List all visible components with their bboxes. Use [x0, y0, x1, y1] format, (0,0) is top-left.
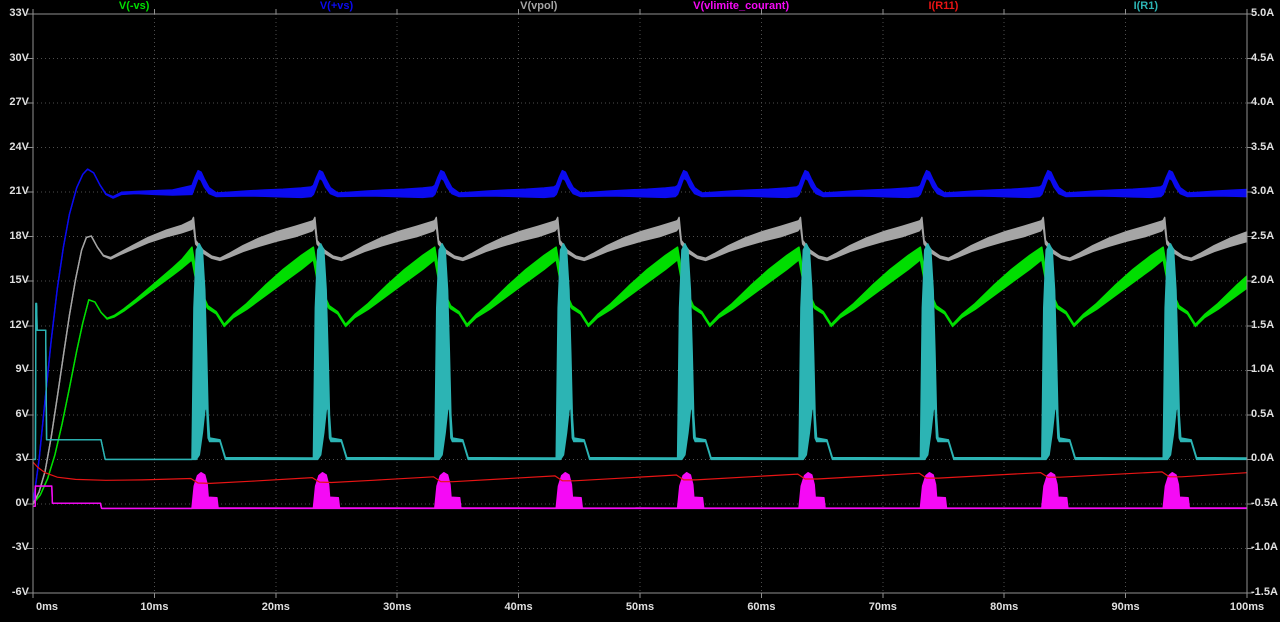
y-left-tick--3V[interactable]: -3V: [11, 541, 29, 554]
trace-v-vlimite-courant[interactable]: [33, 472, 1247, 510]
y-right-tick-2.0A[interactable]: 2.0A: [1251, 274, 1275, 287]
trace-v-vs[interactable]: [33, 168, 1247, 504]
x-tick-80ms[interactable]: 80ms: [990, 601, 1019, 613]
y-right-tick-0.5A[interactable]: 0.5A: [1251, 407, 1275, 420]
grid-lines: [33, 14, 1247, 593]
trace-i-r1[interactable]: [33, 243, 1247, 461]
legend-label-v-vpol[interactable]: V(vpol): [520, 0, 558, 12]
y-right-tick-1.0A[interactable]: 1.0A: [1251, 363, 1275, 376]
plot-border: [27, 9, 1253, 598]
y-right-tick--1.5A[interactable]: -1.5A: [1251, 586, 1278, 598]
y-right-tick--0.5A[interactable]: -0.5A: [1251, 496, 1278, 509]
x-tick-90ms[interactable]: 90ms: [1111, 601, 1140, 613]
y-right-tick-0.0A[interactable]: 0.0A: [1251, 452, 1275, 465]
x-tick-0ms[interactable]: 0ms: [36, 601, 59, 613]
x-tick-30ms[interactable]: 30ms: [383, 601, 412, 613]
y-left-tick-9V[interactable]: 9V: [15, 363, 29, 376]
x-tick-20ms[interactable]: 20ms: [261, 601, 290, 613]
y-right-tick-5.0A[interactable]: 5.0A: [1251, 7, 1275, 19]
trace-legend: V(-vs) V(+vs) V(vpol) V(vlimite_courant) I(R…: [33, 0, 1247, 14]
legend-label-i-r1[interactable]: I(R1): [1133, 0, 1159, 12]
x-tick-60ms[interactable]: 60ms: [747, 601, 776, 613]
legend-label-i-r11[interactable]: I(R11): [928, 0, 959, 12]
y-left-tick-24V[interactable]: 24V: [9, 140, 29, 153]
x-tick-50ms[interactable]: 50ms: [625, 601, 655, 613]
y-right-tick-1.5A[interactable]: 1.5A: [1251, 318, 1275, 331]
y-left-tick-6V[interactable]: 6V: [15, 407, 29, 420]
x-tick-40ms[interactable]: 40ms: [504, 601, 533, 613]
y-left-tick-0V[interactable]: 0V: [15, 496, 29, 509]
y-left-tick-12V[interactable]: 12V: [9, 318, 29, 331]
traces: [33, 168, 1247, 510]
y-left-tick-33V[interactable]: 33V: [9, 7, 29, 19]
legend-label-v-vs[interactable]: V(+vs): [319, 0, 354, 12]
trace-v-vs[interactable]: [33, 246, 1247, 505]
y-left-tick-15V[interactable]: 15V: [9, 274, 29, 287]
y-left-tick-18V[interactable]: 18V: [9, 229, 29, 242]
x-tick-70ms[interactable]: 70ms: [868, 601, 897, 613]
legend-label-v-vlimite-courant[interactable]: V(vlimite_courant): [693, 0, 790, 12]
trace-v-vpol[interactable]: [33, 216, 1247, 505]
x-tick-10ms[interactable]: 10ms: [140, 601, 169, 613]
x-tick-100ms[interactable]: 100ms: [1229, 601, 1265, 613]
y-right-tick-4.5A[interactable]: 4.5A: [1251, 51, 1275, 64]
y-right-tick-4.0A[interactable]: 4.0A: [1251, 96, 1275, 109]
y-right-tick--1.0A[interactable]: -1.0A: [1251, 541, 1278, 554]
y-left-tick-21V[interactable]: 21V: [9, 185, 29, 198]
y-left-tick-3V[interactable]: 3V: [15, 452, 29, 465]
legend-label-v-vs[interactable]: V(-vs): [118, 0, 150, 12]
y-left-tick-27V[interactable]: 27V: [9, 96, 29, 109]
trace-i-r11[interactable]: [33, 461, 1247, 485]
y-right-tick-2.5A[interactable]: 2.5A: [1251, 229, 1275, 242]
y-left-tick--6V[interactable]: -6V: [11, 586, 29, 598]
y-left-tick-30V[interactable]: 30V: [9, 51, 29, 64]
y-right-tick-3.0A[interactable]: 3.0A: [1251, 185, 1275, 198]
y-right-tick-3.5A[interactable]: 3.5A: [1251, 140, 1275, 153]
